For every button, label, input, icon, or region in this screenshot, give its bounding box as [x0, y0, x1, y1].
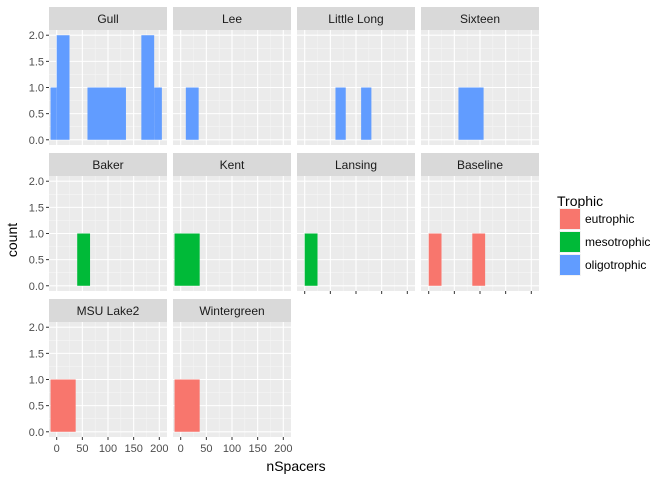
- legend-entries: eutrophic mesotrophic oligotrophic: [559, 208, 650, 276]
- y-axis-title: count: [4, 223, 20, 257]
- legend-label: oligotrophic: [585, 258, 646, 272]
- legend-key-swatch: [560, 255, 580, 275]
- y-tick-label: 0.5: [29, 109, 44, 121]
- histogram-bar: [174, 379, 200, 432]
- y-tick-label: 1.5: [29, 202, 44, 214]
- y-tick-label: 0.0: [29, 281, 44, 293]
- facet-panel: Sixteen: [421, 7, 539, 145]
- axes: 0.0 0.5 1.0 1.5 2.0 0.0 0.5 1.0 1.5 2.0 0.0 0.5 1.0 1…: [29, 30, 532, 455]
- facet-panel: Little Long: [297, 7, 415, 145]
- y-tick-label: 1.0: [29, 83, 44, 95]
- histogram-bar: [77, 233, 91, 286]
- y-tick-label: 1.0: [29, 229, 44, 241]
- facet-strip: [421, 153, 539, 176]
- histogram-bar: [458, 87, 484, 140]
- facet-strip-label: Lansing: [335, 158, 377, 172]
- y-tick-label: 0.5: [29, 401, 44, 413]
- y-tick-label: 0.0: [29, 427, 44, 439]
- y-tick-label: 2.0: [29, 322, 44, 334]
- histogram-bar: [174, 233, 200, 286]
- facet-strip-label: Lee: [222, 12, 242, 26]
- facet-strip: [297, 153, 415, 176]
- x-axis-title: nSpacers: [266, 458, 325, 474]
- y-tick-label: 2.0: [29, 176, 44, 188]
- x-tick-label: 200: [150, 443, 168, 455]
- facet-panel: Lee: [173, 7, 291, 145]
- legend-label: eutrophic: [585, 212, 634, 226]
- x-tick-label: 0: [178, 443, 184, 455]
- x-tick-label: 100: [223, 443, 241, 455]
- facet-panel: Kent: [173, 153, 291, 291]
- histogram-bar: [304, 233, 318, 286]
- histogram-bar: [50, 379, 76, 432]
- histogram-bar: [141, 35, 155, 140]
- facet-strip: [173, 7, 291, 30]
- x-tick-label: 150: [124, 443, 142, 455]
- facet-strip-label: Baker: [92, 158, 123, 172]
- y-tick-label: 1.5: [29, 56, 44, 68]
- facet-strip-label: Little Long: [328, 12, 383, 26]
- facet-strip: [173, 299, 291, 322]
- facet-strip-label: Sixteen: [460, 12, 500, 26]
- x-tick-label: 50: [200, 443, 212, 455]
- legend-key-swatch: [560, 209, 580, 229]
- legend-key-swatch: [560, 232, 580, 252]
- legend-title: Trophic: [557, 193, 603, 209]
- y-tick-label: 1.0: [29, 375, 44, 387]
- facet-strip: [173, 153, 291, 176]
- facet-panel: Baker: [49, 153, 167, 291]
- legend: Trophic eutrophic mesotrophic oligotrophic: [557, 193, 650, 276]
- facet-strip: [49, 299, 167, 322]
- x-tick-label: 150: [248, 443, 266, 455]
- facet-strip: [421, 7, 539, 30]
- facet-strip: [297, 7, 415, 30]
- facet-strip-label: Wintergreen: [199, 304, 264, 318]
- histogram-bar: [87, 87, 126, 140]
- histogram-bar: [50, 87, 57, 140]
- y-tick-label: 2.0: [29, 30, 44, 42]
- facet-panel: Lansing: [297, 153, 415, 291]
- x-tick-label: 100: [99, 443, 117, 455]
- histogram-bar: [361, 87, 372, 140]
- facet-strip: [49, 7, 167, 30]
- x-tick-label: 200: [274, 443, 292, 455]
- facet-panel: MSU Lake2: [49, 299, 167, 437]
- facet-panel: Baseline: [421, 153, 539, 291]
- x-tick-label: 50: [76, 443, 88, 455]
- histogram-bar: [154, 87, 162, 140]
- histogram-bar: [185, 87, 199, 140]
- facet-panel: Wintergreen: [173, 299, 291, 437]
- x-tick-label: 0: [54, 443, 60, 455]
- facet-strip-label: Baseline: [457, 158, 503, 172]
- histogram-bar: [472, 233, 486, 286]
- facet-strip-label: Kent: [220, 158, 245, 172]
- facet-panel: Gull: [49, 7, 167, 145]
- facet-strip: [49, 153, 167, 176]
- y-tick-label: 0.0: [29, 135, 44, 147]
- histogram-bar: [56, 35, 70, 140]
- facet-panels: Gull Lee Little Long Sixteen Baker Kent Lansin…: [49, 7, 539, 437]
- y-tick-label: 1.5: [29, 348, 44, 360]
- histogram-bar: [428, 233, 442, 286]
- facet-strip-label: Gull: [97, 12, 118, 26]
- facet-strip-label: MSU Lake2: [77, 304, 140, 318]
- y-tick-label: 0.5: [29, 255, 44, 267]
- histogram-bar: [335, 87, 346, 140]
- legend-label: mesotrophic: [585, 235, 650, 249]
